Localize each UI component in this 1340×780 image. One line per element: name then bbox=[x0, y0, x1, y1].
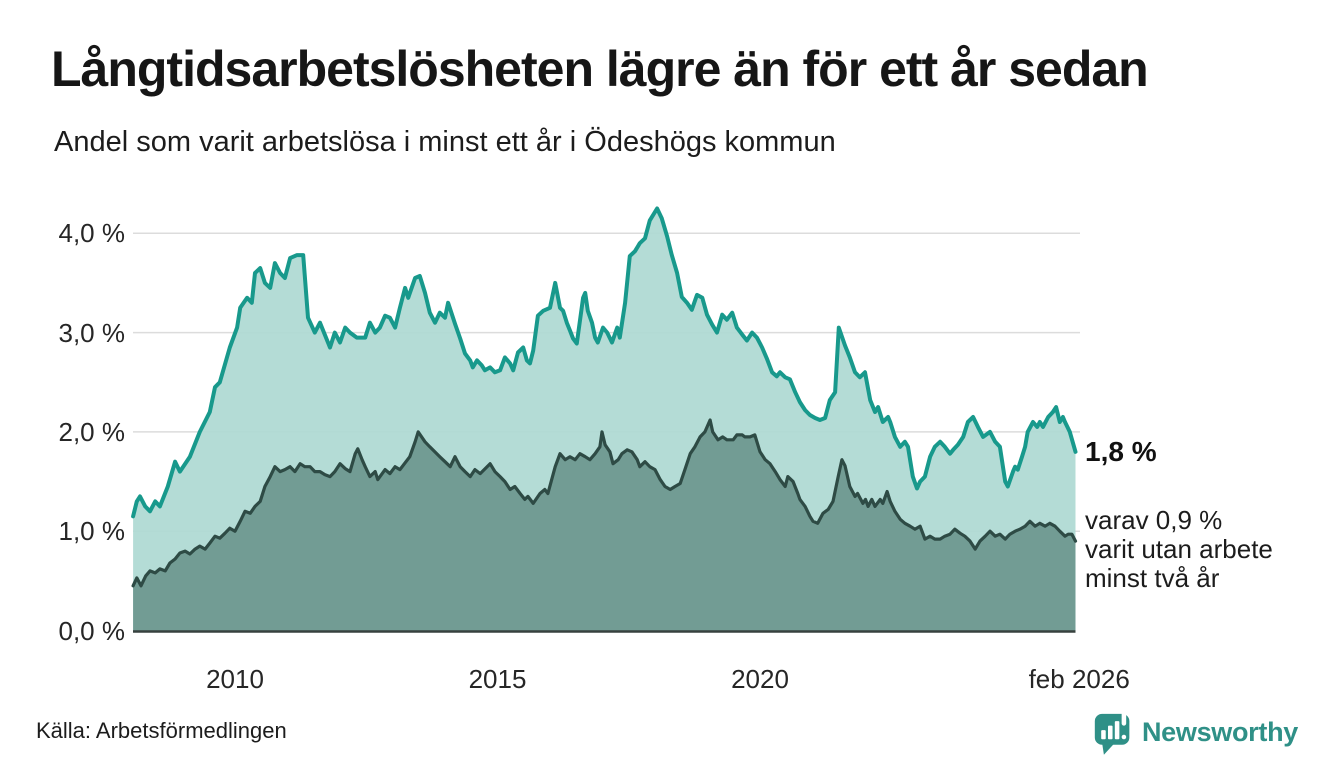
x-tick-label: 2010 bbox=[206, 664, 264, 694]
subset-annotation-line: minst två år bbox=[1085, 563, 1220, 593]
subset-annotation-line: varav 0,9 % bbox=[1085, 505, 1223, 535]
newsworthy-logo: Newsworthy bbox=[1093, 708, 1298, 756]
source-note: Källa: Arbetsförmedlingen bbox=[36, 718, 287, 743]
y-tick-label: 4,0 % bbox=[58, 218, 126, 249]
page-title: Långtidsarbetslösheten lägre än för ett … bbox=[51, 41, 1149, 97]
subset-annotation-line: varit utan arbete bbox=[1085, 534, 1273, 564]
subset-annotation: varav 0,9 % varit utan arbete minst två år bbox=[1085, 506, 1273, 593]
chart-subtitle: Andel som varit arbetslösa i minst ett å… bbox=[54, 126, 836, 158]
y-tick-label: 1,0 % bbox=[58, 516, 126, 547]
chart-series bbox=[131, 206, 1078, 631]
y-tick-label: 2,0 % bbox=[58, 416, 126, 447]
logo-wordmark: Newsworthy bbox=[1141, 716, 1298, 747]
x-tick-label: 2020 bbox=[731, 664, 789, 694]
latest-value-label: 1,8 % bbox=[1085, 436, 1157, 467]
y-tick-label: 0,0 % bbox=[58, 615, 126, 646]
y-tick-label: 3,0 % bbox=[58, 317, 126, 348]
series-2yr-line bbox=[131, 418, 1078, 588]
x-tick-label: 2015 bbox=[468, 664, 527, 694]
x-tick-label: feb 2026 bbox=[1028, 664, 1130, 694]
bar-chart-speech-bubble-icon bbox=[1094, 710, 1130, 755]
series-1yr-line bbox=[131, 206, 1078, 519]
